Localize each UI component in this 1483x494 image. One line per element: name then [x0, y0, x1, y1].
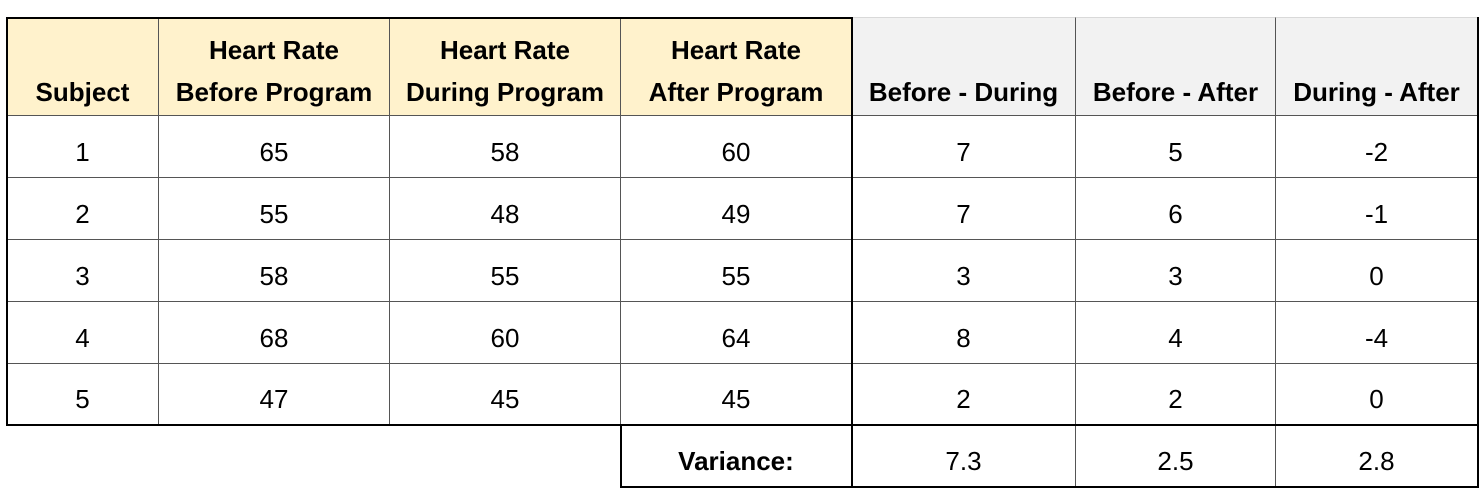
table-cell: 7	[851, 115, 1076, 178]
column-header: Before - During	[851, 17, 1076, 116]
variance-value: 2.5	[1075, 424, 1276, 487]
table-cell: 3	[6, 239, 159, 302]
table-cell: -4	[1275, 301, 1478, 364]
table-cell: 65	[158, 115, 390, 178]
column-header: Heart Rate Before Program	[158, 17, 390, 116]
border-rule	[6, 17, 851, 19]
table-cell: 55	[620, 239, 852, 302]
table-cell: 58	[389, 115, 621, 178]
column-header: During - After	[1275, 17, 1478, 116]
variance-value: 2.8	[1275, 424, 1478, 487]
table-cell: 60	[620, 115, 852, 178]
table-cell: 4	[6, 301, 159, 364]
column-header: Heart Rate After Program	[620, 17, 852, 116]
variance-value: 7.3	[851, 424, 1076, 487]
table-cell: 3	[851, 239, 1076, 302]
table-cell: 64	[620, 301, 852, 364]
table-cell: 60	[389, 301, 621, 364]
table-cell: 2	[6, 177, 159, 240]
table-cell: 3	[1075, 239, 1276, 302]
table-cell: 7	[851, 177, 1076, 240]
table-cell: 45	[620, 363, 852, 425]
table-cell: 47	[158, 363, 390, 425]
border-rule	[1477, 424, 1479, 487]
table-cell: 2	[851, 363, 1076, 425]
table-cell: -1	[1275, 177, 1478, 240]
border-rule	[6, 424, 1478, 426]
column-header: Heart Rate During Program	[389, 17, 621, 116]
variance-label: Variance:	[620, 424, 852, 487]
border-rule	[851, 17, 853, 486]
table-cell: 55	[158, 177, 390, 240]
border-rule	[620, 424, 622, 487]
table-cell: 5	[6, 363, 159, 425]
table-cell: 2	[1075, 363, 1276, 425]
table-cell: 1	[6, 115, 159, 178]
table-cell: 5	[1075, 115, 1276, 178]
table-cell: 48	[389, 177, 621, 240]
table-cell: 4	[1075, 301, 1276, 364]
table-cell: 0	[1275, 239, 1478, 302]
table-cell: 58	[158, 239, 390, 302]
table-cell: 6	[1075, 177, 1276, 240]
table-cell: 68	[158, 301, 390, 364]
table-cell: 45	[389, 363, 621, 425]
table-cell: 8	[851, 301, 1076, 364]
table-cell: 49	[620, 177, 852, 240]
border-rule	[1477, 17, 1479, 425]
border-rule	[6, 17, 8, 425]
column-header: Before - After	[1075, 17, 1276, 116]
table-cell: -2	[1275, 115, 1478, 178]
table-cell: 55	[389, 239, 621, 302]
border-rule	[620, 486, 1479, 488]
table-cell: 0	[1275, 363, 1478, 425]
column-header: Subject	[6, 17, 159, 116]
